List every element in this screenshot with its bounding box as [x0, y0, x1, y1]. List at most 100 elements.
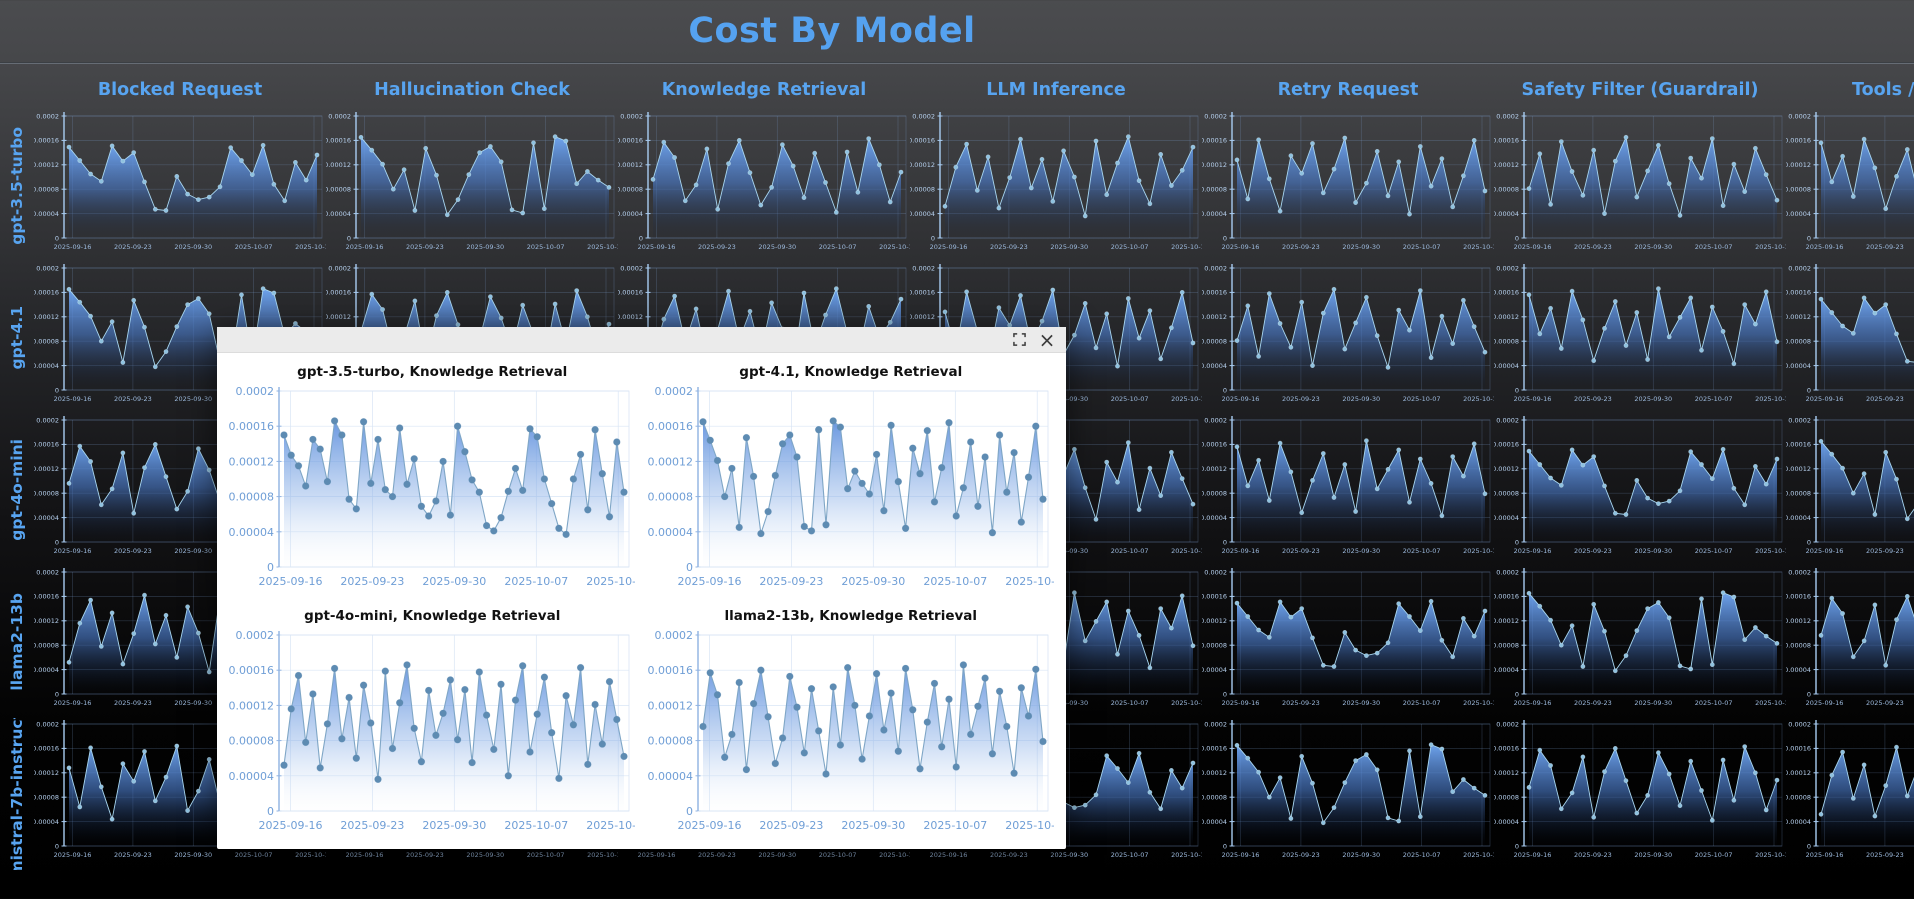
- svg-text:2025-09-23: 2025-09-23: [759, 575, 823, 588]
- svg-text:2025-10-14: 2025-10-14: [1171, 851, 1202, 859]
- modal-header: ×: [217, 327, 1066, 353]
- svg-text:2025-09-16: 2025-09-16: [346, 243, 384, 251]
- svg-text:0.00012: 0.00012: [229, 455, 275, 468]
- svg-text:2025-09-30: 2025-09-30: [1342, 243, 1380, 251]
- svg-text:0.00012: 0.00012: [34, 465, 59, 473]
- svg-text:2025-09-23: 2025-09-23: [1574, 243, 1612, 251]
- svg-text:2025-10-07: 2025-10-07: [1695, 547, 1733, 555]
- svg-text:0.00004: 0.00004: [1786, 666, 1811, 674]
- svg-text:0.0002: 0.0002: [912, 264, 935, 272]
- svg-text:0.00004: 0.00004: [647, 526, 693, 539]
- svg-text:0.00008: 0.00008: [34, 794, 59, 802]
- svg-text:0.00008: 0.00008: [910, 186, 935, 194]
- svg-text:0.00004: 0.00004: [229, 526, 275, 539]
- svg-text:0.0002: 0.0002: [1204, 568, 1227, 576]
- svg-text:0.0002: 0.0002: [1496, 416, 1519, 424]
- svg-text:2025-09-16: 2025-09-16: [1222, 851, 1260, 859]
- svg-text:0: 0: [1515, 690, 1519, 698]
- svg-text:2025-09-16: 2025-09-16: [54, 395, 92, 403]
- svg-text:2025-09-30: 2025-09-30: [1634, 243, 1672, 251]
- svg-text:2025-10-07: 2025-10-07: [1695, 851, 1733, 859]
- svg-text:0.0002: 0.0002: [1496, 568, 1519, 576]
- svg-text:0: 0: [1515, 842, 1519, 850]
- svg-text:0.00004: 0.00004: [1494, 818, 1519, 826]
- svg-text:0.00004: 0.00004: [1494, 210, 1519, 218]
- svg-text:2025-09-23: 2025-09-23: [1866, 395, 1904, 403]
- svg-text:0.00004: 0.00004: [34, 818, 59, 826]
- svg-text:0.00004: 0.00004: [618, 210, 643, 218]
- svg-text:0.00008: 0.00008: [1786, 186, 1811, 194]
- svg-text:2025-10-14: 2025-10-14: [295, 243, 326, 251]
- svg-text:2025-09-23: 2025-09-23: [1866, 547, 1904, 555]
- expand-button[interactable]: [1008, 329, 1030, 351]
- modal-chart[interactable]: gpt-4.1, Knowledge Retrieval 0.0002 0.0001…: [646, 357, 1057, 599]
- svg-text:2025-09-30: 2025-09-30: [174, 547, 212, 555]
- svg-text:2025-10-07: 2025-10-07: [504, 575, 568, 588]
- svg-text:0: 0: [1807, 538, 1811, 546]
- modal-chart[interactable]: gpt-4o-mini, Knowledge Retrieval 0.0002 0.…: [227, 601, 638, 843]
- svg-text:2025-09-16: 2025-09-16: [54, 547, 92, 555]
- row-header: llama2-13b: [8, 593, 26, 691]
- svg-text:0.0002: 0.0002: [36, 568, 59, 576]
- svg-text:2025-09-16: 2025-09-16: [1222, 395, 1260, 403]
- svg-text:2025-09-23: 2025-09-23: [990, 851, 1028, 859]
- svg-text:0.00012: 0.00012: [1786, 617, 1811, 625]
- svg-text:2025-09-16: 2025-09-16: [1806, 395, 1844, 403]
- modal-chart[interactable]: llama2-13b, Knowledge Retrieval 0.0002 0.0…: [646, 601, 1057, 843]
- column-header: LLM Inference: [986, 80, 1126, 100]
- svg-text:0.0002: 0.0002: [1496, 112, 1519, 120]
- svg-text:0.00008: 0.00008: [34, 642, 59, 650]
- svg-text:0.00016: 0.00016: [1786, 289, 1811, 297]
- close-button[interactable]: ×: [1036, 329, 1058, 351]
- svg-text:0: 0: [267, 561, 274, 574]
- title-separator: [0, 62, 1914, 64]
- svg-text:2025-10-14: 2025-10-14: [1171, 547, 1202, 555]
- svg-text:2025-09-30: 2025-09-30: [1342, 547, 1380, 555]
- svg-text:2025-09-30: 2025-09-30: [422, 819, 486, 832]
- svg-text:0.00012: 0.00012: [1494, 465, 1519, 473]
- svg-text:2025-10-14: 2025-10-14: [1171, 395, 1202, 403]
- svg-text:2025-09-30: 2025-09-30: [1634, 699, 1672, 707]
- svg-text:2025-09-23: 2025-09-23: [1282, 851, 1320, 859]
- modal-chart[interactable]: gpt-3.5-turbo, Knowledge Retrieval 0.0002…: [227, 357, 638, 599]
- svg-text:2025-09-30: 2025-09-30: [1050, 851, 1088, 859]
- svg-text:0.00016: 0.00016: [1786, 137, 1811, 145]
- svg-text:0.0002: 0.0002: [236, 385, 275, 398]
- svg-text:0.00012: 0.00012: [326, 313, 351, 321]
- svg-text:0.00008: 0.00008: [34, 338, 59, 346]
- svg-text:0.00008: 0.00008: [1786, 642, 1811, 650]
- svg-text:0: 0: [686, 561, 693, 574]
- svg-text:0.00008: 0.00008: [34, 490, 59, 498]
- svg-text:0.00012: 0.00012: [1202, 465, 1227, 473]
- svg-text:0: 0: [1223, 538, 1227, 546]
- svg-text:0.00004: 0.00004: [229, 770, 275, 783]
- svg-text:0.0002: 0.0002: [1788, 568, 1811, 576]
- svg-text:2025-10-14: 2025-10-14: [1755, 851, 1786, 859]
- svg-text:2025-09-16: 2025-09-16: [259, 819, 323, 832]
- svg-text:0.00016: 0.00016: [1494, 593, 1519, 601]
- modal-chart-title: llama2-13b, Knowledge Retrieval: [724, 608, 978, 624]
- svg-text:2025-09-30: 2025-09-30: [466, 243, 504, 251]
- svg-text:2025-09-30: 2025-09-30: [1050, 243, 1088, 251]
- svg-text:0: 0: [267, 805, 274, 818]
- svg-text:2025-09-30: 2025-09-30: [466, 851, 504, 859]
